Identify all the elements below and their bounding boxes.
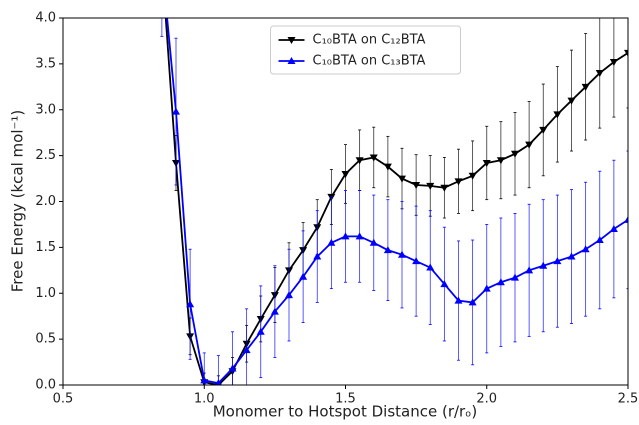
marker (511, 150, 519, 158)
y-tick-label: 2.0 (35, 194, 56, 209)
marker (609, 225, 618, 233)
legend-marker (287, 37, 296, 44)
marker (270, 307, 279, 315)
marker (496, 157, 505, 165)
series-line (166, 18, 628, 385)
marker (496, 278, 505, 286)
legend-label: C₁₀BTA on C₁₂BTA (313, 33, 426, 48)
marker (412, 181, 421, 189)
marker (355, 232, 364, 240)
legend-marker (287, 57, 296, 64)
y-tick-label: 4.0 (35, 11, 56, 26)
marker (511, 273, 519, 281)
marker (454, 178, 463, 186)
marker (426, 182, 435, 190)
y-tick-label: 1.5 (35, 240, 56, 255)
plot-area (160, 18, 628, 385)
marker (172, 107, 180, 115)
marker (468, 298, 477, 306)
marker (341, 170, 350, 178)
x-axis-label: Monomer to Hotspot Distance (r/rₒ) (213, 403, 478, 421)
marker (242, 346, 251, 354)
marker (228, 364, 237, 372)
marker (525, 141, 534, 149)
marker (553, 111, 562, 119)
marker (525, 266, 534, 274)
marker (581, 245, 590, 253)
y-tick-label: 2.5 (35, 148, 56, 163)
marker (595, 236, 604, 244)
marker (398, 250, 406, 258)
marker (440, 280, 449, 288)
marker (369, 238, 378, 246)
marker (581, 83, 590, 91)
marker (482, 159, 491, 167)
marker (383, 163, 392, 171)
marker (609, 59, 618, 67)
marker (426, 263, 435, 271)
y-tick-label: 0.5 (35, 332, 56, 347)
marker (200, 376, 209, 384)
marker (624, 49, 628, 57)
marker (454, 296, 463, 304)
marker (256, 327, 265, 335)
marker (539, 126, 548, 134)
marker (369, 154, 378, 162)
marker (215, 379, 222, 385)
y-tick-label: 3.0 (35, 102, 56, 117)
marker (482, 284, 491, 292)
marker (299, 272, 308, 280)
marker (595, 70, 604, 78)
marker (285, 291, 293, 299)
marker (567, 252, 576, 260)
x-tick-label: 1.5 (335, 392, 356, 407)
x-tick-label: 2.0 (476, 392, 497, 407)
x-tick-label: 2.5 (618, 392, 639, 407)
marker (468, 172, 477, 180)
marker (398, 175, 406, 183)
legend-box (270, 25, 461, 75)
marker (624, 215, 628, 223)
marker (186, 300, 195, 308)
marker (341, 232, 350, 240)
marker (440, 184, 449, 192)
series-line (164, 18, 628, 385)
legend-label: C₁₀BTA on C₁₃BTA (313, 54, 426, 69)
marker (355, 157, 364, 165)
marker (412, 257, 421, 265)
y-axis-label: Free Energy (kcal mol⁻¹) (9, 110, 27, 293)
x-tick-label: 1.0 (194, 392, 215, 407)
marker (383, 246, 392, 254)
marker (539, 261, 548, 269)
y-tick-label: 1.0 (35, 286, 56, 301)
marker (327, 238, 336, 246)
marker (567, 97, 576, 105)
x-tick-label: 0.5 (53, 392, 74, 407)
marker (313, 252, 322, 260)
y-tick-label: 3.5 (35, 56, 56, 71)
marker (553, 257, 562, 265)
y-tick-label: 0.0 (35, 378, 56, 393)
